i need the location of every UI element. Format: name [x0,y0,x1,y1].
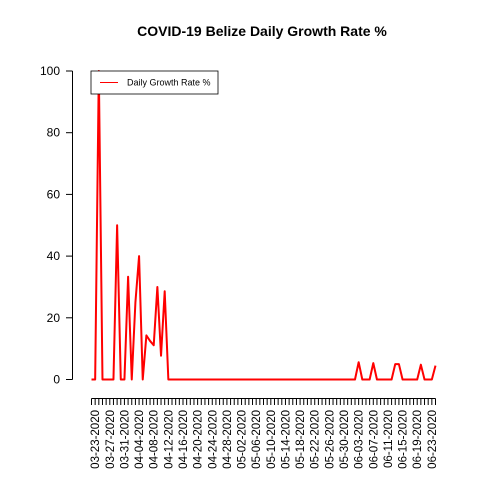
x-tick-label: 03-23-2020 [90,410,102,469]
x-tick-label: 04-08-2020 [149,410,161,469]
y-tick-label: 20 [47,311,61,325]
x-tick-label: 05-30-2020 [339,410,351,469]
x-tick-label: 06-11-2020 [383,410,395,468]
x-tick-label: 04-16-2020 [178,410,190,469]
y-tick-label: 0 [53,373,60,387]
x-tick-label: 06-23-2020 [427,410,439,469]
x-tick-label: 05-02-2020 [237,410,249,469]
x-tick-label: 06-03-2020 [354,410,366,469]
x-tick-label: 03-31-2020 [119,410,131,469]
x-tick-label: 04-28-2020 [222,410,234,469]
y-tick-label: 100 [40,64,60,78]
x-tick-label: 05-06-2020 [251,410,263,469]
x-tick-label: 06-19-2020 [412,410,424,469]
x-tick-label: 05-14-2020 [280,410,292,469]
x-tick-label: 04-20-2020 [193,410,205,469]
y-tick-label: 40 [47,249,61,263]
series-line-daily-growth-rate [91,70,437,381]
chart-title: COVID-19 Belize Daily Growth Rate % [137,23,387,39]
y-tick-label: 80 [47,126,61,140]
x-tick-label: 03-27-2020 [105,410,117,469]
x-tick-label: 06-07-2020 [368,410,380,469]
x-tick-label: 04-24-2020 [207,410,219,469]
plot-area [91,70,437,381]
x-tick-label: 05-22-2020 [310,410,322,469]
x-tick-label: 05-26-2020 [324,410,336,469]
x-axis: 03-23-2020 03-27-2020 03-31-2020 04-04-2020… [90,398,439,469]
x-tick-label: 05-18-2020 [295,410,307,469]
x-tick-label: 06-15-2020 [398,410,410,469]
y-axis: 0 20 40 60 80 100 [40,64,73,387]
x-tick-label: 04-12-2020 [163,410,175,469]
x-tick-label: 05-10-2020 [266,410,278,469]
legend: Daily Growth Rate % [90,70,219,95]
y-tick-label: 60 [47,187,61,201]
legend-entry-label: Daily Growth Rate % [127,78,211,88]
legend-box [90,70,219,95]
x-tick-label: 04-04-2020 [134,410,146,469]
